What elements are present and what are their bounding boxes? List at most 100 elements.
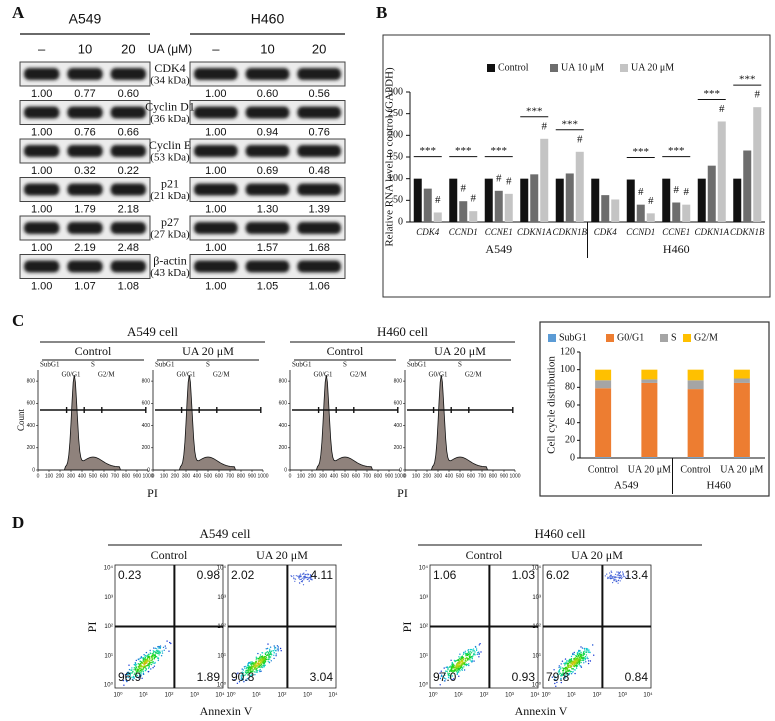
event-dot bbox=[460, 656, 462, 658]
event-dot bbox=[609, 572, 611, 574]
x-tick-label: 500 bbox=[204, 473, 213, 479]
y-tick-label: 60 bbox=[565, 399, 575, 410]
event-dot bbox=[133, 667, 135, 669]
event-dot bbox=[155, 648, 158, 650]
event-dot bbox=[280, 650, 282, 652]
event-dot bbox=[241, 678, 243, 680]
event-dot bbox=[617, 576, 619, 578]
band bbox=[110, 68, 146, 80]
event-dot bbox=[158, 652, 160, 654]
event-dot bbox=[458, 675, 460, 677]
event-dot bbox=[136, 668, 139, 670]
lane-label: 10 bbox=[78, 41, 92, 56]
event-dot bbox=[606, 573, 608, 575]
legend-label: S bbox=[671, 332, 677, 343]
event-dot bbox=[580, 666, 583, 668]
gate-label: SubG1 bbox=[155, 361, 175, 369]
bar bbox=[611, 199, 620, 222]
event-dot bbox=[472, 648, 475, 650]
event-dot bbox=[273, 648, 276, 650]
x-tick-label: 300 bbox=[319, 473, 328, 479]
event-dot bbox=[263, 656, 266, 658]
event-dot bbox=[469, 654, 471, 656]
event-dot bbox=[471, 657, 473, 659]
x-tick-label: UA 20 μM bbox=[628, 464, 671, 475]
event-dot bbox=[470, 656, 472, 658]
event-dot bbox=[454, 660, 456, 663]
y-tick-label: 800 bbox=[142, 378, 151, 384]
band bbox=[24, 260, 60, 273]
event-dot bbox=[608, 577, 610, 579]
event-dot bbox=[157, 657, 159, 659]
event-dot bbox=[472, 654, 475, 656]
significance-label: *** bbox=[455, 145, 472, 157]
event-dot bbox=[439, 677, 442, 680]
y-tick-label: 0 bbox=[399, 467, 402, 473]
band bbox=[67, 68, 103, 80]
event-dot bbox=[143, 654, 145, 656]
event-dot bbox=[240, 675, 242, 677]
event-dot bbox=[587, 650, 589, 652]
event-dot bbox=[264, 656, 267, 658]
event-dot bbox=[145, 665, 148, 667]
event-dot bbox=[459, 670, 461, 672]
event-dot bbox=[139, 657, 141, 660]
band-density: 1.00 bbox=[205, 88, 226, 100]
y-tick-label: 150 bbox=[388, 151, 403, 162]
event-dot bbox=[262, 657, 265, 659]
event-dot bbox=[455, 667, 457, 669]
event-dot bbox=[157, 650, 159, 652]
event-dot bbox=[583, 653, 585, 656]
event-dot bbox=[458, 664, 461, 667]
y-tick-label: 800 bbox=[394, 378, 403, 384]
x-tick-label: UA 20 μM bbox=[720, 464, 763, 475]
event-dot bbox=[257, 663, 259, 665]
event-dot bbox=[576, 655, 578, 657]
event-dot bbox=[305, 570, 307, 572]
band bbox=[110, 222, 146, 234]
event-dot bbox=[451, 663, 453, 665]
event-dot bbox=[265, 652, 267, 654]
cell-line: A549 bbox=[69, 11, 102, 27]
event-dot bbox=[247, 671, 249, 674]
event-dot bbox=[458, 656, 460, 658]
event-dot bbox=[468, 664, 470, 667]
protein-name: β-actin bbox=[153, 253, 186, 267]
legend-swatch bbox=[620, 64, 628, 72]
event-dot bbox=[456, 665, 458, 667]
event-dot bbox=[129, 677, 132, 680]
band-density: 1.68 bbox=[308, 242, 329, 254]
event-dot bbox=[267, 658, 270, 661]
event-dot bbox=[147, 656, 149, 658]
significance-label: *** bbox=[420, 145, 437, 157]
event-dot bbox=[127, 676, 129, 679]
event-dot bbox=[250, 671, 252, 673]
event-dot bbox=[259, 661, 261, 663]
event-dot bbox=[290, 575, 292, 577]
event-dot bbox=[123, 684, 125, 686]
event-dot bbox=[153, 653, 155, 655]
event-dot bbox=[275, 655, 277, 657]
event-dot bbox=[614, 576, 616, 578]
event-dot bbox=[248, 672, 250, 674]
event-dot bbox=[150, 659, 152, 662]
x-tick-label: 10⁴ bbox=[530, 692, 540, 699]
event-dot bbox=[301, 581, 303, 583]
event-dot bbox=[449, 677, 451, 679]
event-dot bbox=[585, 654, 588, 656]
event-dot bbox=[242, 679, 244, 681]
x-tick-label: 10¹ bbox=[139, 693, 148, 699]
gate-label: G2/M bbox=[213, 371, 231, 379]
treatment-label: UA (μM) bbox=[148, 42, 192, 56]
quadrant-value: 4.11 bbox=[311, 568, 334, 582]
band bbox=[194, 145, 238, 157]
protein-name: Cyclin D1 bbox=[145, 99, 195, 113]
event-dot bbox=[135, 671, 137, 673]
event-dot bbox=[131, 669, 133, 671]
protein-size: (36 kDa) bbox=[150, 113, 190, 125]
event-dot bbox=[558, 670, 560, 672]
event-dot bbox=[277, 650, 279, 652]
event-dot bbox=[461, 657, 463, 660]
event-dot bbox=[307, 578, 309, 581]
x-tick-label: 10¹ bbox=[454, 693, 463, 699]
